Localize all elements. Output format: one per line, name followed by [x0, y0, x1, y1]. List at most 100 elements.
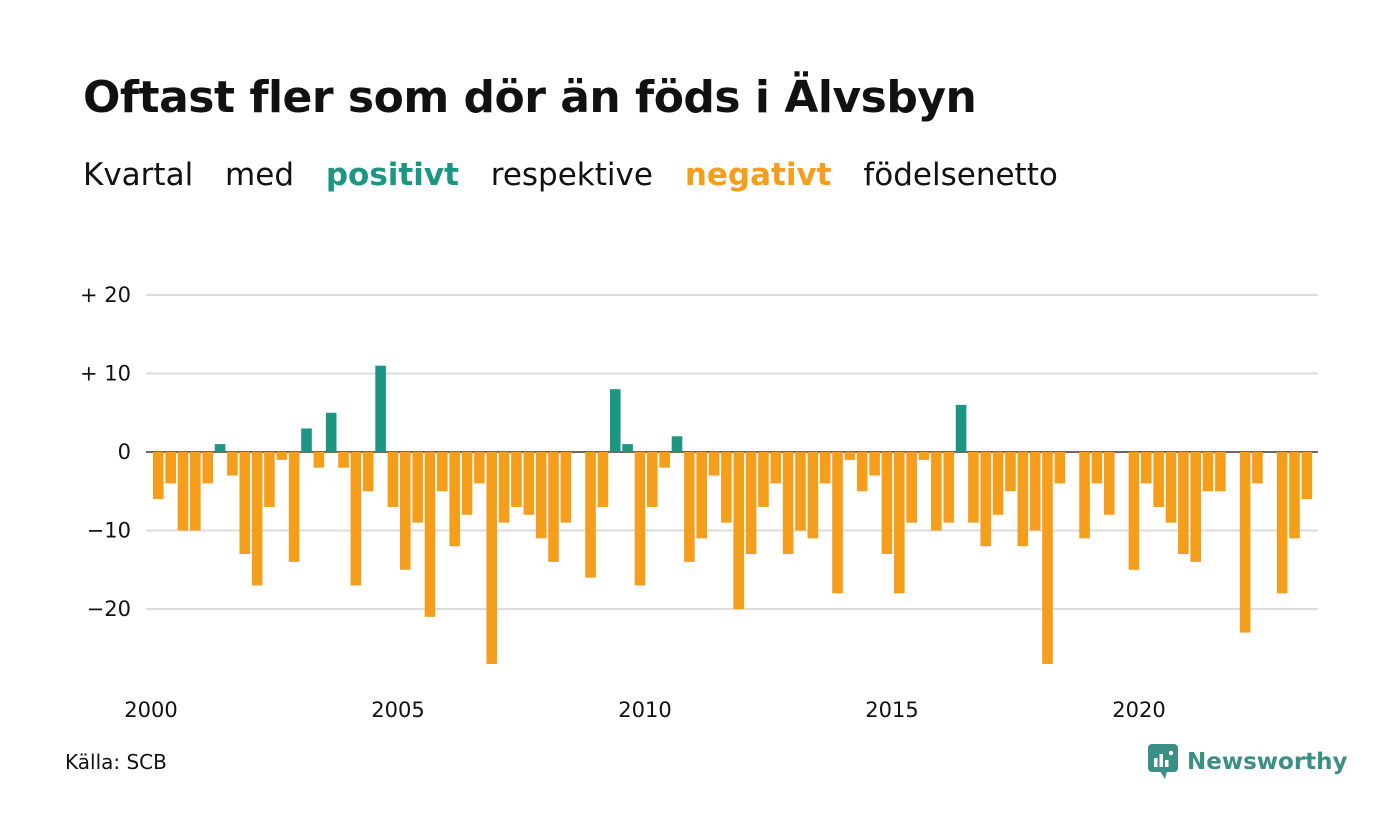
- negative-bar: [980, 452, 992, 547]
- chart-subtitle: Kvartal med positivt respektive negativt…: [83, 157, 1080, 193]
- negative-bar: [745, 452, 757, 555]
- negative-bar: [276, 452, 288, 460]
- negative-bar: [758, 452, 769, 507]
- subtitle-positive-word: positivt: [325, 157, 459, 193]
- negative-bar: [894, 452, 905, 594]
- negative-bar: [437, 452, 448, 492]
- negative-bar: [770, 452, 782, 484]
- negative-bar: [597, 452, 609, 507]
- negative-bar: [782, 452, 794, 555]
- negative-bar: [1301, 452, 1313, 500]
- x-tick-label: 2010: [618, 698, 671, 722]
- negative-bar: [795, 452, 806, 531]
- negative-bar: [486, 452, 498, 664]
- newsworthy-logo-icon: [1148, 744, 1178, 779]
- negative-bar: [1029, 452, 1041, 531]
- subtitle-word: respektive: [490, 157, 653, 193]
- negative-bar: [721, 452, 732, 523]
- negative-bar: [856, 452, 868, 492]
- negative-bar: [1103, 452, 1115, 515]
- negative-bar: [474, 452, 485, 484]
- negative-bar: [1005, 452, 1016, 492]
- negative-bar: [1289, 452, 1300, 539]
- subtitle-word: med: [225, 157, 294, 193]
- negative-bar: [387, 452, 399, 507]
- negative-bar: [1017, 452, 1029, 547]
- negative-bar: [1153, 452, 1164, 507]
- negative-bar: [498, 452, 510, 523]
- negative-bar: [931, 452, 942, 531]
- negative-bar: [1252, 452, 1263, 484]
- negative-bar: [968, 452, 979, 523]
- negative-bar: [313, 452, 325, 468]
- negative-bar: [1042, 452, 1053, 664]
- negative-bar: [819, 452, 831, 484]
- negative-bar: [1215, 452, 1226, 492]
- subtitle-word: födelsenetto: [863, 157, 1058, 193]
- negative-bar: [177, 452, 189, 531]
- negative-bar: [733, 452, 745, 609]
- negative-bar: [338, 452, 349, 468]
- subtitle-word: Kvartal: [83, 157, 194, 193]
- positive-bar: [955, 404, 967, 452]
- source-note: Källa: SCB: [65, 750, 167, 774]
- positive-bar: [301, 428, 312, 452]
- negative-bar: [684, 452, 695, 562]
- negative-bar: [548, 452, 559, 562]
- positive-bar: [671, 436, 683, 452]
- negative-bar: [1276, 452, 1288, 594]
- negative-bar: [1054, 452, 1066, 484]
- brand-name: Newsworthy: [1187, 749, 1348, 775]
- negative-bar: [869, 452, 880, 476]
- negative-bar: [918, 452, 930, 460]
- negative-bar: [288, 452, 300, 562]
- y-tick-label: −20: [87, 597, 131, 621]
- negative-bar: [511, 452, 522, 507]
- negative-bar: [881, 452, 893, 555]
- negative-bar: [523, 452, 535, 515]
- negative-bar: [832, 452, 843, 594]
- negative-bar: [1091, 452, 1103, 484]
- negative-bar: [1239, 452, 1251, 633]
- bar-chart: + 20 + 10 0 −10 −20 2000 2005 2010 2015 2020: [80, 283, 1318, 722]
- x-tick-label: 2015: [865, 698, 918, 722]
- negative-bar: [535, 452, 547, 539]
- negative-bar: [251, 452, 263, 586]
- negative-bar: [696, 452, 707, 539]
- negative-bar: [634, 452, 646, 586]
- negative-bar: [227, 452, 238, 476]
- negative-bar: [585, 452, 596, 578]
- negative-bar: [943, 452, 954, 523]
- chart-title: Oftast fler som dör än föds i Älvsbyn: [83, 72, 977, 123]
- negative-bar: [906, 452, 917, 523]
- brand-logo: Newsworthy: [1148, 744, 1348, 780]
- positive-bar: [622, 444, 633, 452]
- negative-bar: [190, 452, 201, 531]
- negative-bar: [659, 452, 670, 468]
- negative-bar: [708, 452, 720, 476]
- negative-bar: [647, 452, 658, 507]
- subtitle-negative-word: negativt: [684, 157, 832, 193]
- y-tick-label: + 20: [80, 283, 131, 307]
- negative-bar: [350, 452, 362, 586]
- negative-bar: [1202, 452, 1214, 492]
- negative-bar: [239, 452, 251, 555]
- negative-bar: [560, 452, 572, 523]
- negative-bar: [202, 452, 213, 484]
- y-tick-label: 0: [118, 440, 131, 464]
- x-tick-label: 2000: [124, 698, 177, 722]
- positive-bar: [214, 444, 226, 452]
- negative-bar: [400, 452, 411, 570]
- positive-bar: [325, 412, 337, 452]
- x-tick-label: 2005: [371, 698, 424, 722]
- negative-bar: [1079, 452, 1090, 539]
- negative-bar: [449, 452, 460, 547]
- negative-bar: [1165, 452, 1177, 523]
- positive-bar: [375, 365, 386, 452]
- negative-bar: [264, 452, 275, 507]
- positive-bar: [609, 389, 621, 452]
- negative-bar: [1128, 452, 1140, 570]
- negative-bar: [1178, 452, 1189, 555]
- negative-bar: [412, 452, 423, 523]
- negative-bar: [461, 452, 473, 515]
